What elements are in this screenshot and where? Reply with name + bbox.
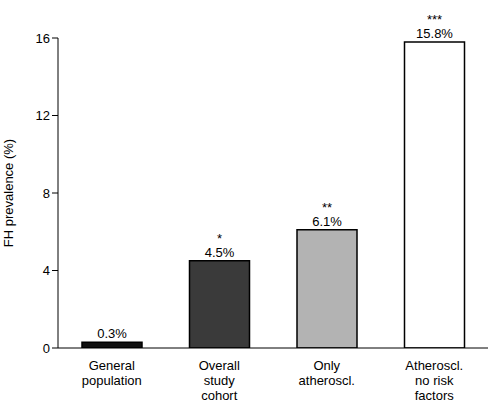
svg-text:Generalpopulation: Generalpopulation [82, 358, 142, 388]
svg-text:FH prevalence (%): FH prevalence (%) [8, 139, 16, 247]
svg-text:4: 4 [43, 263, 50, 278]
svg-text:***: *** [427, 12, 442, 27]
svg-text:8: 8 [43, 186, 50, 201]
svg-text:0: 0 [43, 341, 50, 356]
svg-text:16: 16 [36, 31, 50, 46]
svg-text:*: * [217, 231, 222, 246]
svg-text:4.5%: 4.5% [205, 245, 235, 260]
svg-text:Atheroscl.no riskfactors: Atheroscl.no riskfactors [405, 358, 463, 403]
svg-text:15.8%: 15.8% [416, 26, 453, 41]
svg-text:0.3%: 0.3% [97, 326, 127, 341]
svg-text:6.1%: 6.1% [312, 214, 342, 229]
svg-text:Overallstudycohort: Overallstudycohort [199, 358, 240, 403]
svg-text:Onlyatheroscl.: Onlyatheroscl. [299, 358, 355, 388]
svg-text:12: 12 [36, 108, 50, 123]
svg-text:**: ** [322, 200, 332, 215]
